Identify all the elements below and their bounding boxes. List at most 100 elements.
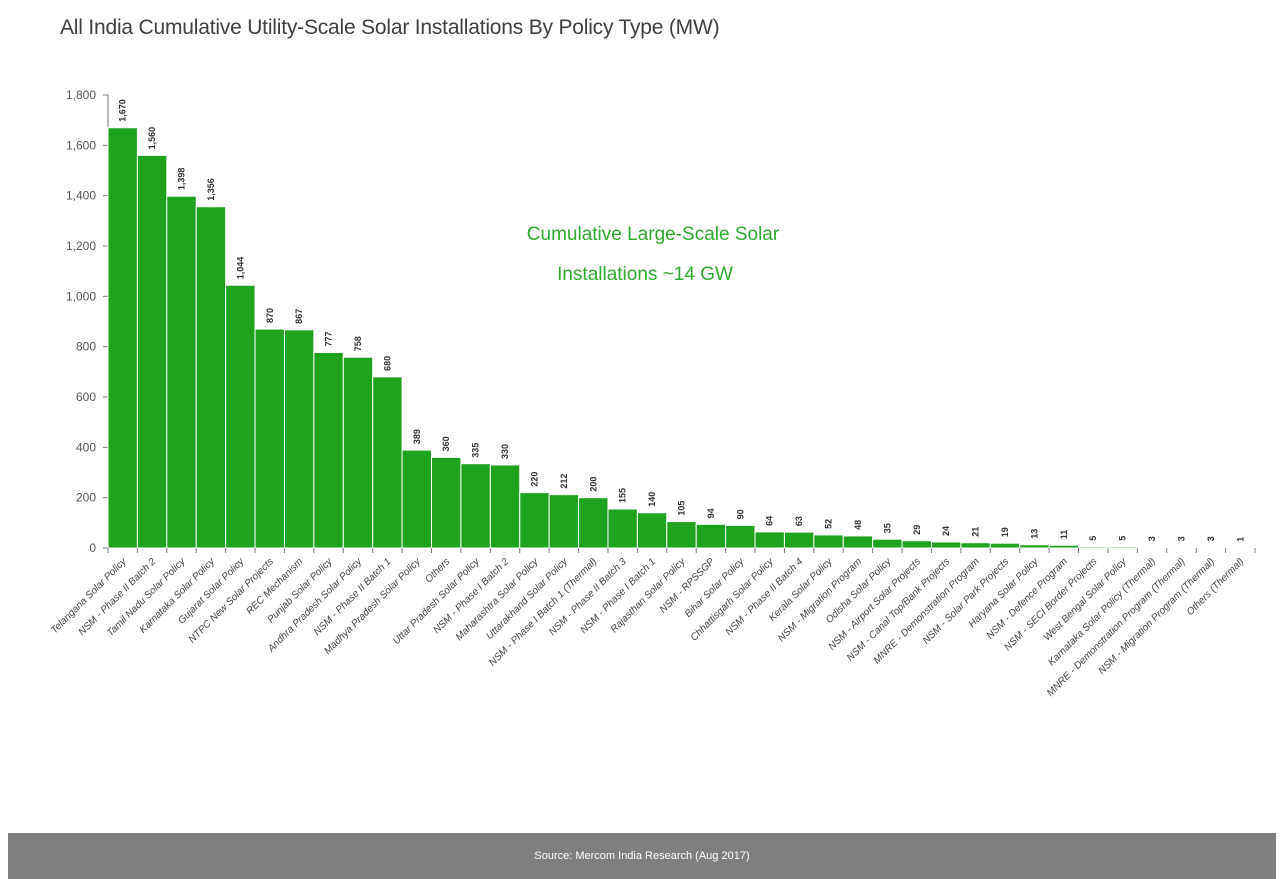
bar: [1048, 544, 1080, 549]
bar-value-label: 48: [853, 520, 863, 530]
y-tick-label: 600: [76, 390, 96, 404]
bar: [1166, 546, 1197, 549]
bar-value-label: 35: [882, 523, 892, 533]
bar-value-label: 870: [265, 308, 275, 323]
bar: [372, 376, 403, 549]
y-tick-label: 800: [76, 340, 96, 354]
bar-value-label: 1,356: [206, 178, 216, 201]
y-tick-label: 1,400: [66, 189, 96, 203]
bar: [254, 328, 285, 549]
bar-value-label: 220: [529, 472, 539, 487]
bar-value-label: 105: [677, 501, 687, 516]
bar: [1019, 544, 1050, 549]
bar: [195, 206, 227, 549]
bar: [901, 540, 932, 549]
bar-value-label: 200: [588, 477, 598, 492]
bar: [519, 492, 550, 549]
bar: [636, 512, 668, 549]
y-tick-label: 1,600: [66, 138, 96, 152]
y-tick-label: 400: [76, 440, 96, 454]
bar-value-label: 680: [382, 356, 392, 371]
bar-value-label: 94: [706, 508, 716, 518]
bar: [489, 464, 521, 549]
bar-value-label: 3: [1147, 536, 1157, 541]
y-tick-label: 1,200: [66, 239, 96, 253]
bar: [548, 494, 580, 549]
bar: [1078, 546, 1109, 549]
bar: [1195, 546, 1227, 549]
bar-value-label: 330: [500, 444, 510, 459]
bar-value-label: 90: [735, 509, 745, 519]
category-label: Karnataka Solar Policy (Thermal): [1046, 556, 1158, 668]
callout-line-2: Installations ~14 GW: [557, 264, 733, 285]
callout-line-1: Cumulative Large-Scale Solar: [527, 224, 780, 245]
y-tick-label: 1,000: [66, 289, 96, 303]
bar: [107, 127, 138, 549]
bar: [166, 195, 197, 549]
bar-value-label: 64: [765, 516, 775, 526]
bar: [872, 538, 903, 549]
bar: [460, 463, 491, 549]
bar-chart: 0 200 400 600 800 1,000 1,200 1,400 1,600 1,800 1…: [49, 88, 1256, 699]
bar-value-label: 140: [647, 492, 657, 507]
bar-value-label: 24: [941, 526, 951, 536]
bar: [695, 523, 727, 549]
bar: [725, 524, 756, 549]
bar: [754, 531, 785, 549]
bar-value-label: 1,560: [147, 127, 157, 150]
bar: [313, 351, 344, 549]
bar: [666, 521, 697, 549]
bar: [989, 542, 1021, 549]
bar-value-label: 3: [1176, 536, 1186, 541]
bar-value-label: 5: [1088, 536, 1098, 541]
bar-value-label: 335: [471, 443, 481, 458]
bar: [401, 449, 433, 549]
bar-value-label: 19: [1000, 527, 1010, 537]
bar-value-label: 63: [794, 516, 804, 526]
bar: [783, 531, 815, 549]
bar-value-label: 389: [412, 429, 422, 444]
category-label: NSM - Phase I Batch 1 (Thermal): [487, 556, 599, 668]
bar-value-label: 777: [324, 331, 334, 346]
bar-value-label: 155: [618, 488, 628, 503]
bar: [813, 534, 844, 549]
bar: [136, 154, 168, 549]
bar: [1107, 546, 1138, 549]
bar-value-label: 360: [441, 436, 451, 451]
bar-value-label: 3: [1206, 536, 1216, 541]
bar-value-label: 5: [1118, 536, 1128, 541]
bar: [578, 497, 609, 549]
bar: [1136, 546, 1168, 549]
category-label: MNRE - Demonstration Program (Thermal): [1045, 556, 1188, 699]
bar-value-label: 21: [971, 527, 981, 537]
y-tick-label: 200: [76, 491, 96, 505]
bar: [342, 356, 374, 549]
bar: [1225, 547, 1256, 549]
bar: [607, 508, 638, 549]
bar: [930, 541, 962, 549]
bar: [960, 542, 991, 549]
bar-value-label: 1,044: [235, 257, 245, 280]
bar-value-label: 1: [1235, 537, 1245, 542]
bar-value-label: 1,398: [177, 168, 187, 191]
y-tick-label: 1,800: [66, 88, 96, 102]
category-label: Others (Thermal): [1185, 556, 1247, 618]
y-tick-label: 0: [89, 541, 96, 555]
bar: [431, 456, 462, 549]
bar-value-label: 13: [1029, 529, 1039, 539]
bar: [842, 535, 874, 549]
bar-value-label: 867: [294, 309, 304, 324]
bar-value-label: 212: [559, 474, 569, 489]
bar-series: [107, 127, 1256, 553]
bar: [283, 329, 315, 549]
bar-value-label: 758: [353, 336, 363, 351]
chart-title: All India Cumulative Utility-Scale Solar…: [60, 16, 720, 39]
source-footer: Source: Mercom India Research (Aug 2017): [8, 833, 1276, 879]
value-labels: 1,670 1,560 1,398 1,356 1,044 870 867 777 758 680…: [118, 99, 1246, 542]
bar-value-label: 29: [912, 525, 922, 535]
source-text: Source: Mercom India Research (Aug 2017): [534, 850, 750, 862]
bar: [225, 284, 256, 549]
bar-value-label: 52: [824, 519, 834, 529]
bar-value-label: 1,670: [118, 99, 128, 122]
